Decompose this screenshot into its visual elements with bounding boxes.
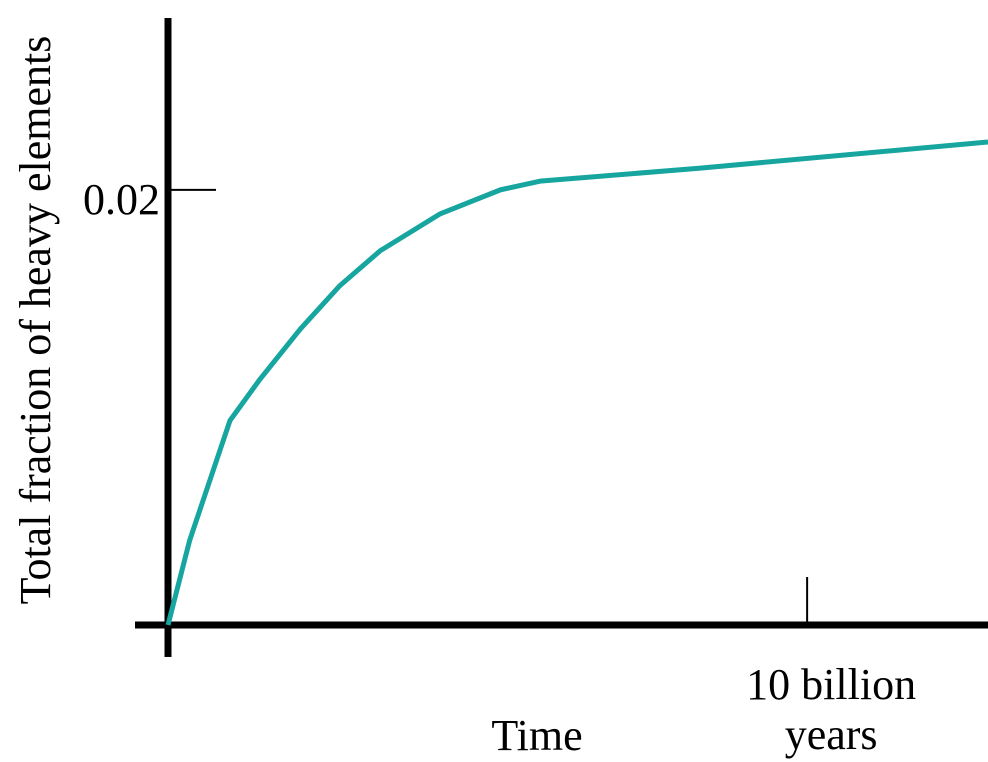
x-tick-label: 10 billion years <box>746 660 917 759</box>
data-line <box>165 139 988 626</box>
y-axis-label: Total fraction of heavy elements <box>11 36 60 605</box>
y-tick-label: 0.02 <box>83 175 160 224</box>
x-axis-label: Time <box>491 711 582 760</box>
